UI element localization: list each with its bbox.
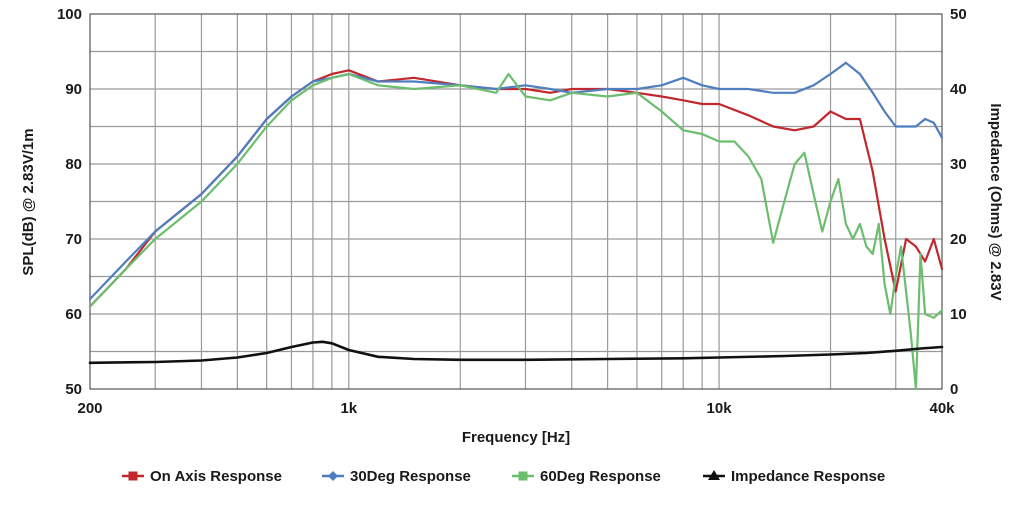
y2-axis-title: Impedance (Ohms) @ 2.83V	[987, 103, 1004, 300]
plot-frame	[89, 13, 943, 390]
legend-label: 30Deg Response	[350, 468, 471, 485]
y2-tick-label: 40	[950, 81, 967, 98]
x-tick-label: 10k	[707, 400, 733, 417]
legend-label: Impedance Response	[731, 468, 885, 485]
y-axis-title: SPL(dB) @ 2.83V/1m	[20, 128, 37, 275]
y2-tick-label: 50	[950, 6, 967, 23]
y2-tick-label: 30	[950, 156, 967, 173]
legend-marker-square	[518, 471, 528, 481]
y-tick-label: 90	[65, 81, 82, 98]
series-line-60deg-response	[88, 72, 944, 391]
legend-item-on-axis-response: On Axis Response	[122, 468, 282, 485]
y-tick-label: 70	[65, 231, 82, 248]
x-axis-title: Frequency [Hz]	[462, 429, 570, 446]
legend-marker-square	[128, 471, 138, 481]
y-axis-right: 0 10 20 30 40 50	[950, 6, 967, 398]
y-axis-left: 50 60 70 80 90 100	[57, 6, 82, 398]
y2-tick-label: 0	[950, 381, 958, 398]
series-line-30deg-response	[88, 61, 944, 301]
legend-item-impedance-response: Impedance Response	[703, 468, 885, 485]
y-tick-label: 50	[65, 381, 82, 398]
legend-marker-triangle	[708, 470, 720, 480]
legend: On Axis Response 30Deg Response 60Deg Resp…	[122, 468, 885, 485]
x-axis: 200 1k 10k 40k	[77, 400, 955, 417]
y-tick-label: 100	[57, 6, 82, 23]
legend-label: 60Deg Response	[540, 468, 661, 485]
legend-label: On Axis Response	[150, 468, 282, 485]
legend-item-60deg-response: 60Deg Response	[512, 468, 661, 485]
legend-item-30deg-response: 30Deg Response	[322, 468, 471, 485]
x-tick-label: 40k	[929, 400, 955, 417]
y-tick-label: 60	[65, 306, 82, 323]
series-layer	[88, 61, 944, 391]
x-tick-label: 200	[77, 400, 102, 417]
series-line-impedance-response	[88, 340, 944, 365]
legend-marker-diamond	[328, 471, 338, 481]
y2-tick-label: 10	[950, 306, 967, 323]
x-tick-label: 1k	[340, 400, 357, 417]
y2-tick-label: 20	[950, 231, 967, 248]
grid	[90, 14, 942, 389]
y-tick-label: 80	[65, 156, 82, 173]
